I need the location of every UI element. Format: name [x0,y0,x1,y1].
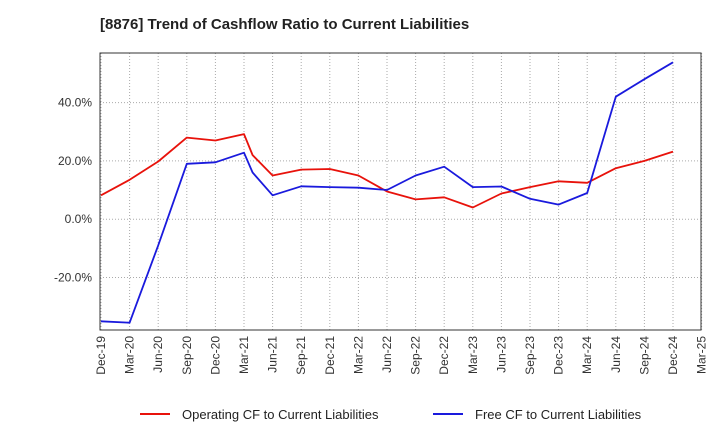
x-tick-label: Mar-20 [123,336,137,374]
x-tick-label: Mar-24 [580,336,594,374]
chart-title: [8876] Trend of Cashflow Ratio to Curren… [100,16,470,33]
x-tick-label: Sep-23 [523,336,537,375]
y-tick-label: -20.0% [54,271,92,285]
x-tick-label: Sep-20 [180,336,194,375]
legend-label: Operating CF to Current Liabilities [182,407,379,422]
x-tick-label: Dec-20 [208,336,222,375]
series-line-free-cf [100,61,674,324]
x-tick-label: Dec-19 [94,336,108,375]
x-tick-label: Sep-24 [637,336,651,375]
series-lines [100,61,674,324]
x-tick-label: Jun-24 [609,336,623,373]
y-tick-label: 20.0% [58,154,92,168]
x-tick-label: Jun-23 [494,336,508,373]
x-tick-label: Mar-22 [351,336,365,374]
x-tick-label: Mar-21 [237,336,251,374]
y-tick-label: 40.0% [58,96,92,110]
x-tick-label: Mar-25 [695,336,709,374]
x-tick-label: Sep-22 [409,336,423,375]
plot-frame [99,52,702,331]
x-tick-label: Jun-20 [151,336,165,373]
x-tick-label: Dec-24 [666,336,680,375]
legend-label: Free CF to Current Liabilities [475,407,642,422]
horizontal-gridlines [100,102,701,279]
x-tick-label: Dec-21 [323,336,337,375]
series-line-operating-cf [100,133,674,209]
x-tick-label: Mar-23 [466,336,480,374]
x-tick-label: Sep-21 [294,336,308,375]
vertical-gridlines [100,53,703,330]
y-axis-tick-labels: 40.0% 20.0% 0.0% -20.0% [54,96,92,285]
legend: Operating CF to Current Liabilities Free … [140,407,642,422]
x-tick-label: Jun-22 [380,336,394,373]
x-tick-label: Dec-22 [437,336,451,375]
y-tick-label: 0.0% [65,212,93,226]
x-tick-label: Dec-23 [552,336,566,375]
x-axis-tick-labels: Dec-19 Mar-20 Jun-20 Sep-20 Dec-20 Mar-21 Jun-… [94,336,709,375]
x-tick-label: Jun-21 [266,336,280,373]
